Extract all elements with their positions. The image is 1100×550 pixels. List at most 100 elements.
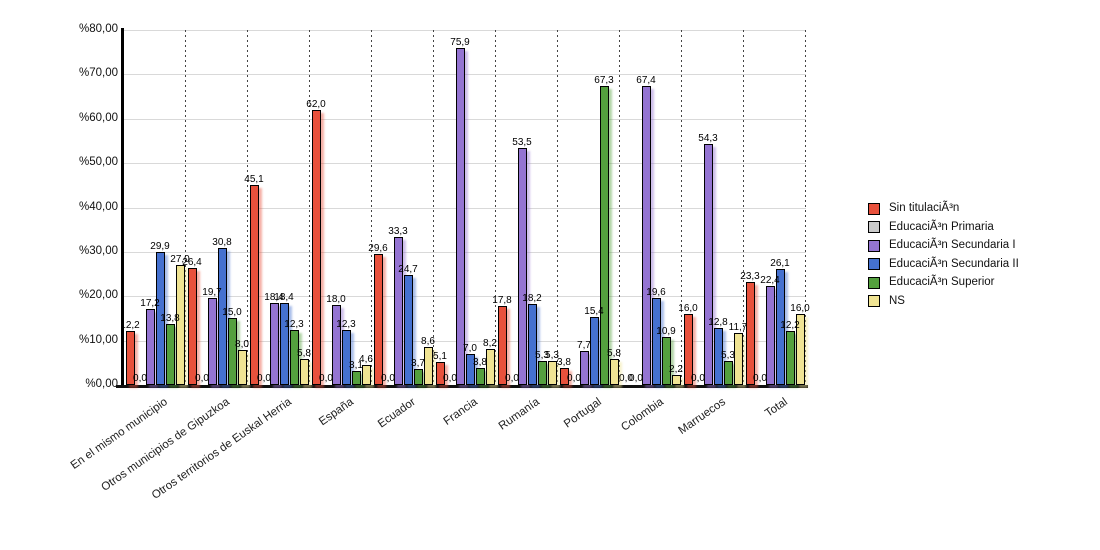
legend-label: EducaciÃ³n Primaria <box>889 220 994 233</box>
bar: 18,2 <box>522 293 542 385</box>
bar-group: 23,3 0,0 22,4 26,1 12,2 16,0 <box>740 30 810 385</box>
bar: 13,8 <box>160 313 180 385</box>
bar-value-label: 18,2 <box>522 293 542 305</box>
bar: 18,0 <box>326 294 346 385</box>
bar-value-label: 0,0 <box>691 373 705 384</box>
bar-value-label: 67,4 <box>636 74 656 86</box>
bar-group: 5,1 0,0 75,9 7,0 3,8 8,2 <box>433 30 497 385</box>
bar: 67,4 <box>636 75 656 385</box>
bar-value-label: 12,2 <box>120 319 140 331</box>
y-tick-label: %10,00 <box>78 333 118 346</box>
y-axis <box>121 28 124 388</box>
bar: 75,9 <box>450 37 470 385</box>
bar: 4,6 <box>359 354 373 385</box>
plot-area: 12,2 0,0 17,2 29,9 13,8 27,0 26,4 0,0 19,7 30,8 15… <box>120 30 810 385</box>
bar-value-label: 3,7 <box>411 357 425 369</box>
bar: 15,4 <box>584 306 604 385</box>
bar: 12,2 <box>120 320 140 385</box>
bar: 3,8 <box>557 357 571 385</box>
y-tick-label: %70,00 <box>78 67 118 80</box>
bar-value-label: 30,8 <box>212 237 232 249</box>
bar: 2,2 <box>669 364 683 385</box>
bar-value-label: 12,2 <box>780 319 800 331</box>
bar-value-label: 3,8 <box>473 357 487 369</box>
bar-value-label: 0,0 <box>319 373 333 384</box>
bar: 15,0 <box>222 307 242 385</box>
y-tick-label: %30,00 <box>78 244 118 257</box>
bar: 18,4 <box>264 292 284 385</box>
legend-item: EducaciÃ³n Secundaria I <box>868 239 1019 252</box>
bar: 22,4 <box>760 275 780 385</box>
bar: 26,4 <box>182 257 202 385</box>
bar: 18,4 <box>274 292 294 385</box>
group-separator <box>743 30 744 385</box>
bar-groups: 12,2 0,0 17,2 29,9 13,8 27,0 26,4 0,0 19,7 30,8 15… <box>120 30 810 385</box>
legend-swatch-icon <box>868 239 880 252</box>
gridline <box>124 163 806 165</box>
bar: 27,0 <box>170 254 190 385</box>
bar: 19,7 <box>202 287 222 385</box>
bar: 29,9 <box>150 241 170 385</box>
category-label: Ecuador <box>375 396 418 431</box>
bar-group: 62,0 0,0 18,0 12,3 3,1 4,6 <box>306 30 373 385</box>
bar-value-label: 62,0 <box>306 98 326 110</box>
bar-value-label: 18,4 <box>274 292 294 304</box>
bar: 17,8 <box>492 295 512 385</box>
bar-value-label: 29,9 <box>150 241 170 253</box>
bar-value-label: 54,3 <box>698 133 718 145</box>
bar-value-label: 8,2 <box>483 337 497 349</box>
bar-value-label: 0,0 <box>505 373 519 384</box>
bar-group: 17,8 0,0 53,5 18,2 5,3 5,3 <box>492 30 559 385</box>
group-separator <box>185 30 186 385</box>
bar-value-label: 0,0 <box>443 373 457 384</box>
bar-value-label: 15,0 <box>222 307 242 319</box>
bar: 5,3 <box>545 350 559 385</box>
bar-value-label: 16,0 <box>790 303 810 314</box>
group-separator <box>309 30 310 385</box>
bar-value-label: 75,9 <box>450 37 470 49</box>
y-tick-label: %50,00 <box>78 156 118 169</box>
bar-value-label: 17,8 <box>492 295 512 307</box>
bar-value-label: 18,4 <box>264 292 284 304</box>
bar: 30,8 <box>212 237 232 385</box>
bar-value-label: 2,2 <box>669 364 683 376</box>
bar-value-label: 18,0 <box>326 294 346 306</box>
bar-value-label: 13,8 <box>160 312 180 324</box>
group-separator <box>805 30 806 385</box>
bar-value-label: 0,0 <box>567 373 581 384</box>
bar: 24,7 <box>398 264 418 385</box>
bar: 29,6 <box>368 243 388 385</box>
bar: 12,8 <box>708 317 728 385</box>
bar: 11,7 <box>729 322 747 385</box>
bar: 7,0 <box>463 343 477 385</box>
bar-value-label: 0,0 <box>619 373 633 384</box>
legend-item: EducaciÃ³n Superior <box>868 276 1019 289</box>
bar: 67,3 <box>594 75 614 385</box>
bar-value-label: 12,8 <box>708 317 728 329</box>
bar: 12,2 <box>780 320 800 385</box>
bar: 54,3 <box>698 133 718 385</box>
bar: 16,0 <box>790 303 810 385</box>
legend-swatch-icon <box>868 258 880 270</box>
bar: 5,8 <box>297 348 311 385</box>
bar-value-label: 15,4 <box>584 305 604 317</box>
bar: 16,0 <box>678 303 698 385</box>
bar-value-label: 0,0 <box>753 373 767 384</box>
legend-label: EducaciÃ³n Secundaria II <box>889 257 1019 270</box>
legend-swatch-icon <box>868 202 880 215</box>
bar: 5,8 <box>607 348 621 385</box>
bar: 19,6 <box>646 287 666 385</box>
legend: Sin titulaciÃ³n EducaciÃ³n Primaria Educac… <box>868 202 1019 313</box>
bar-group: 29,6 0,0 33,3 24,7 3,7 8,6 <box>368 30 435 385</box>
bar-value-label: 0,0 <box>629 373 643 384</box>
bar-value-label: 8,6 <box>421 335 435 347</box>
bar-value-label: 3,1 <box>349 360 363 372</box>
bar: 45,1 <box>244 174 264 385</box>
bar-group: 45,1 0,0 18,4 18,4 12,3 5,8 <box>244 30 311 385</box>
legend-label: EducaciÃ³n Secundaria I <box>889 239 1016 251</box>
gridline <box>124 296 806 298</box>
y-tick-label: %20,00 <box>78 289 118 302</box>
bar-value-label: 4,6 <box>359 353 373 365</box>
bar-value-label: 29,6 <box>368 242 388 254</box>
bar-value-label: 24,7 <box>398 264 418 276</box>
